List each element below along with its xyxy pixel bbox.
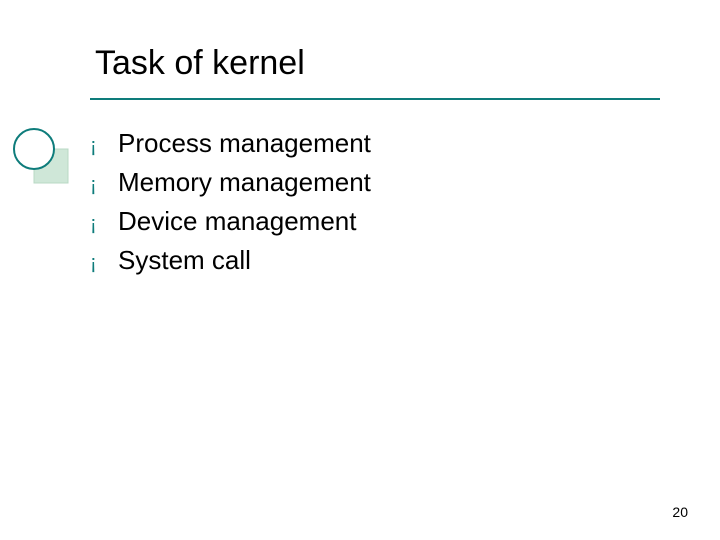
bullet-icon: ¡ [90, 207, 118, 241]
slide-title: Task of kernel [95, 44, 305, 83]
list-item: ¡Process management [90, 126, 650, 163]
list-item-text: System call [118, 243, 251, 277]
bullet-list: ¡Process management¡Memory management¡De… [90, 126, 650, 282]
bullet-icon: ¡ [90, 168, 118, 202]
list-item: ¡System call [90, 243, 650, 280]
list-item-text: Process management [118, 126, 371, 160]
list-item: ¡Memory management [90, 165, 650, 202]
page-number: 20 [672, 504, 688, 520]
list-item: ¡Device management [90, 204, 650, 241]
title-underline [90, 98, 660, 100]
bullet-icon: ¡ [90, 246, 118, 280]
list-item-text: Device management [118, 204, 356, 238]
list-item-text: Memory management [118, 165, 371, 199]
corner-decoration-icon [10, 125, 74, 189]
bullet-icon: ¡ [90, 129, 118, 163]
slide: Task of kernel ¡Process management¡Memor… [0, 0, 720, 540]
